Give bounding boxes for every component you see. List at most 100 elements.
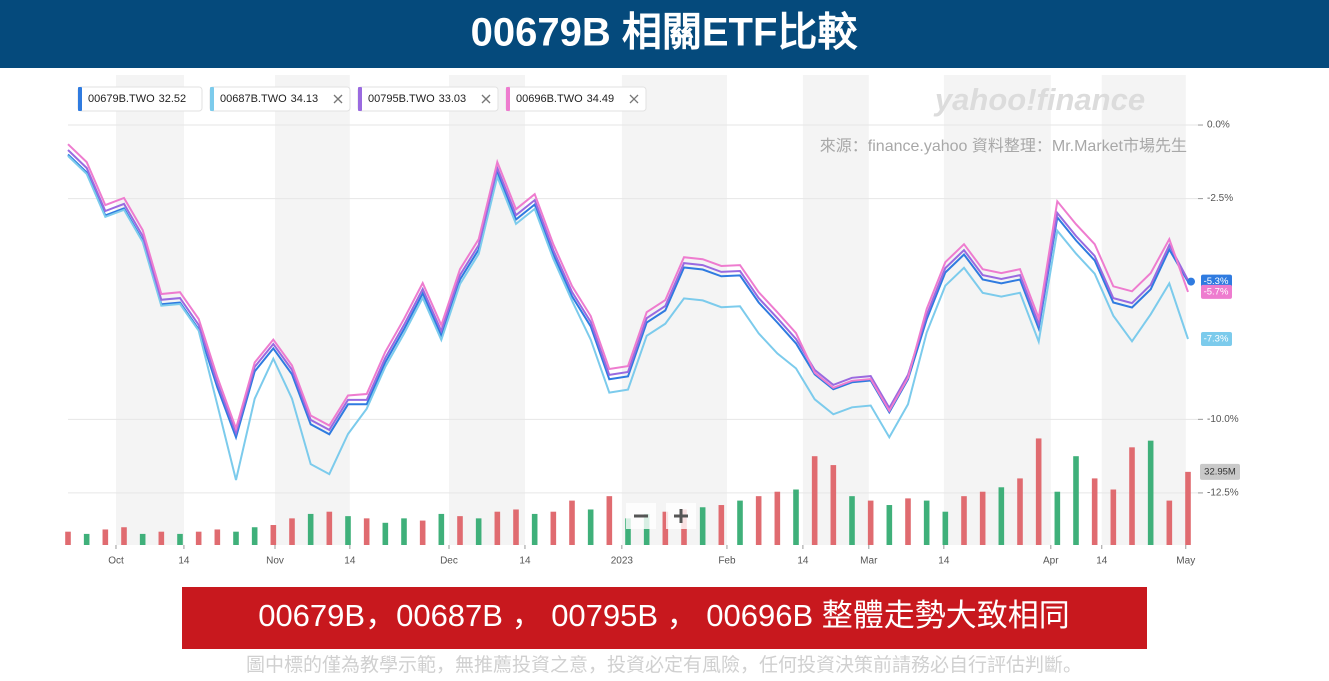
series-line [67,153,1189,441]
volume-bar [139,533,146,545]
header-band [0,0,1329,68]
series-line [67,143,1189,432]
series-line [67,155,1189,481]
volume-bar [905,498,911,545]
volume-bar [886,505,893,545]
x-tick-label: 2023 [611,556,634,567]
volume-bar [1091,478,1098,545]
page-title: 00679B 相關ETF比較 [471,11,859,55]
source-note: 來源：finance.yahoo 資料整理：Mr.Market市場先生 [820,137,1187,155]
end-label: -5.7% [1204,286,1229,297]
x-tick-label: Feb [718,556,736,567]
legend-label: 00687B.TWO 34.13 [220,93,318,105]
legend-swatch [358,87,362,111]
volume-bar [382,522,389,545]
volume-bar [345,516,351,545]
volume-bar [251,527,258,545]
volume-bar [755,496,762,545]
volume-bar [363,518,370,545]
volume-bar [1054,491,1061,545]
legend-price: 34.13 [291,93,319,105]
legend-swatch [506,87,510,111]
volume-bar [587,509,594,545]
volume-bar [419,520,426,545]
conclusion-box [182,587,1147,649]
x-tick-label: Oct [108,556,124,567]
date-band [448,75,525,545]
legend-label: 00679B.TWO 32.52 [88,93,186,105]
legend-label: 00795B.TWO 33.03 [368,93,466,105]
volume-label: 32.95M [1204,466,1236,477]
legend-remove[interactable] [333,94,343,104]
volume-bar [625,518,631,545]
end-badge [1201,331,1232,346]
volume-bar [569,500,575,545]
volume-bar [961,496,967,545]
volume-bar [550,511,557,545]
volume-bar [849,496,855,545]
volume-bar [475,518,482,545]
volume-bar [401,518,407,545]
volume-bar [1129,447,1135,545]
volume-bar [1110,489,1117,545]
volume-bar [643,513,650,545]
volume-bar [494,511,501,545]
x-tick-label: May [1176,556,1195,567]
x-tick-label: 14 [797,556,809,567]
legend-swatch [78,87,82,111]
x-tick-label: Mar [860,556,878,567]
legend-swatch [210,87,214,111]
legend-item: 00696B.TWO 34.49 [505,86,647,112]
x-tick-label: 14 [938,556,950,567]
volume-bar [233,531,239,545]
zoom-controls [626,503,696,529]
volume-bar [531,513,538,545]
volume-bar [923,500,930,545]
volume-bar [195,531,202,545]
y-tick-label: -10.0% [1207,414,1239,425]
volume-bar [457,516,463,545]
y-tick-label: 0.0% [1207,120,1230,131]
x-tick-label: 14 [344,556,356,567]
end-label: -7.3% [1204,334,1229,345]
volume-bar [662,511,669,545]
x-tick-label: 14 [1096,556,1108,567]
legend-item: 00687B.TWO 34.13 [209,86,351,112]
remove-icon [333,94,343,104]
volume-bar [1073,456,1079,545]
legend-item: 00679B.TWO 32.52 [77,86,203,112]
conclusion-text: 00679B，00687B ， 00795B ， 00696B 整體走勢大致相同 [258,598,1070,633]
series-line [67,149,1189,437]
volume-bar [102,529,109,545]
date-band [275,75,350,545]
legend-price: 32.52 [159,93,187,105]
volume-bar [1185,471,1191,545]
disclaimer: 圖中標的僅為教學示範，無推薦投資之意，投資必定有風險，任何投資決策前請務必自行評… [246,654,1082,676]
remove-icon [629,94,639,104]
volume-bar [83,533,90,545]
volume-bar [606,496,613,545]
volume-bar [793,489,799,545]
volume-bar [1147,440,1154,545]
volume-bar [1017,478,1023,545]
legend-remove[interactable] [481,94,491,104]
legend-name: 00679B.TWO [88,93,155,105]
volume-bar [774,491,781,545]
end-dot [1187,277,1195,286]
end-badge [1201,284,1232,299]
volume-bar [438,513,445,545]
volume-bar [158,531,165,545]
legend-name: 00687B.TWO [220,93,287,105]
volume-bar [867,500,874,545]
legend-remove[interactable] [629,94,639,104]
end-label: -5.3% [1204,276,1229,287]
volume-bar [121,527,127,545]
y-tick-label: -12.5% [1207,488,1239,499]
volume-bar [326,511,333,545]
legend-label: 00696B.TWO 34.49 [516,93,614,105]
volume-bar [737,500,743,545]
volume-bar [1166,500,1173,545]
legend-name: 00696B.TWO [516,93,583,105]
